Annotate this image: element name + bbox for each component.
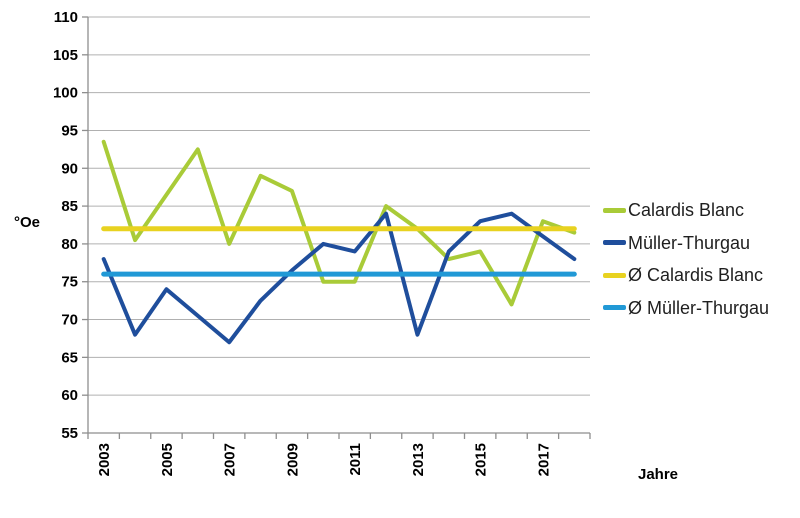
x-tick-label: 2005 [159, 443, 176, 476]
legend-line-swatch-icon [603, 240, 626, 246]
x-tick-label: 2011 [347, 443, 364, 476]
legend-label: Calardis Blanc [628, 200, 745, 221]
x-tick-label: 2009 [284, 443, 301, 476]
series-line-m-ller-thurgau [101, 211, 577, 345]
legend-label: Ø Calardis Blanc [628, 265, 764, 286]
x-axis-title: Jahre [638, 466, 679, 483]
legend-item: Ø Calardis Blanc [603, 259, 769, 292]
x-tick-label: 2003 [96, 443, 113, 476]
legend-label: Müller-Thurgau [628, 232, 751, 253]
legend-label: Ø Müller-Thurgau [628, 297, 770, 318]
chart-legend: Calardis Blanc Müller-Thurgau Ø Calardis B… [603, 194, 769, 324]
y-tick-label: 55 [61, 425, 78, 442]
y-tick-label: 75 [61, 274, 78, 291]
legend-line-swatch-icon [603, 207, 626, 213]
y-tick-label: 100 [53, 85, 78, 102]
y-tick-label: 95 [61, 122, 78, 139]
x-tick-label: 2013 [410, 443, 427, 476]
y-tick-label: 70 [61, 312, 78, 329]
y-tick-label: 105 [53, 47, 78, 64]
y-tick-label: 90 [61, 160, 78, 177]
x-tick-label: 2007 [222, 443, 239, 476]
legend-item: Müller-Thurgau [603, 227, 769, 260]
legend-line-swatch-icon [603, 305, 626, 311]
y-tick-label: 110 [54, 9, 78, 26]
x-tick-label: 2015 [473, 443, 490, 476]
x-tick-label: 2017 [535, 443, 552, 476]
legend-item: Calardis Blanc [603, 194, 769, 227]
y-tick-label: 85 [61, 198, 78, 215]
legend-line-swatch-icon [603, 272, 626, 278]
y-axis-title: °Oe [14, 214, 41, 231]
legend-item: Ø Müller-Thurgau [603, 292, 769, 325]
y-tick-label: 60 [61, 387, 78, 404]
y-tick-label: 80 [61, 236, 78, 253]
series-line-calardis-blanc [101, 139, 577, 307]
y-tick-label: 65 [61, 349, 78, 366]
